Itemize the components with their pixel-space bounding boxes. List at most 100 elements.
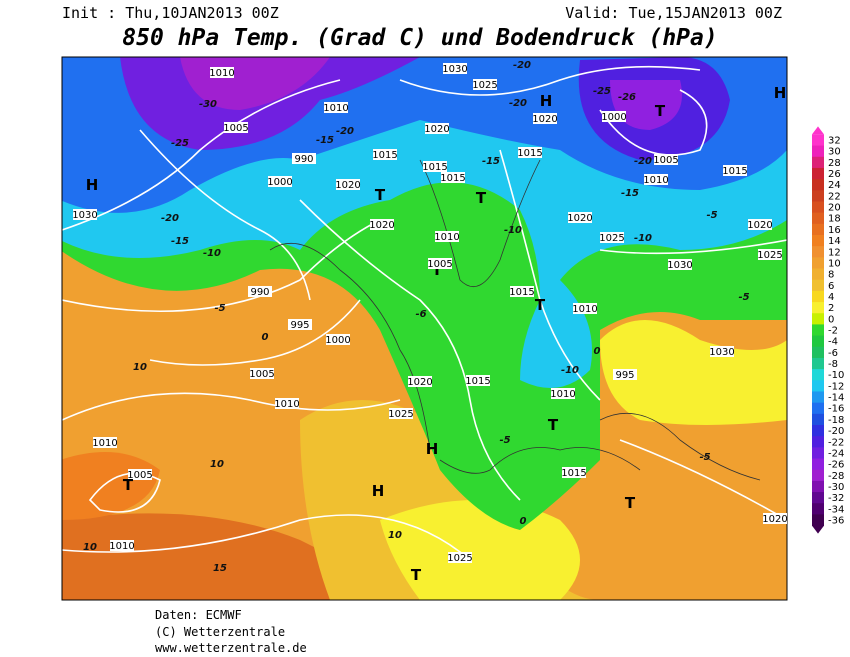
colorbar-label: 6 [828, 281, 834, 292]
isobar-label: 995 [290, 320, 309, 331]
isotherm-label: -20 [336, 126, 354, 137]
isobar-label-box [644, 174, 668, 185]
isobar-label: 1015 [372, 150, 397, 161]
colorbar-swatch [812, 246, 824, 258]
isobar-label: 1005 [223, 123, 248, 134]
colorbar-label: -24 [828, 448, 844, 459]
colorbar-label: -2 [828, 326, 838, 337]
colorbar-label: -18 [828, 415, 844, 426]
url-text: www.wetterzentrale.de [155, 641, 307, 655]
isobar-label-box [423, 161, 447, 172]
isobar-label: 1005 [653, 155, 678, 166]
colorbar-label: -26 [828, 460, 844, 471]
isobar-label: 1020 [762, 514, 787, 525]
colorbar: 32302826242220181614121086420-2-4-6-8-10… [812, 126, 844, 534]
isobar-label: 1005 [427, 259, 452, 270]
isobar-label-box [654, 154, 678, 165]
colorbar-swatch [812, 402, 824, 415]
colorbar-label: 4 [828, 292, 834, 303]
isobar-label-box [428, 258, 452, 269]
isobar-label-box [466, 375, 490, 386]
isobar-label-box [602, 111, 626, 122]
isobar-label: 1000 [601, 112, 626, 123]
colorbar-swatch [812, 425, 824, 437]
isobar-label-box [568, 212, 592, 223]
isobar-label-box [562, 467, 586, 478]
isotherm-label: -15 [482, 156, 500, 167]
isotherm-label: -5 [214, 303, 225, 314]
colorbar-swatch [812, 134, 824, 147]
isobar-label: 1000 [325, 335, 350, 346]
isotherm-label: -10 [561, 365, 579, 376]
colorbar-swatch [812, 369, 824, 381]
colorbar-label: 16 [828, 225, 841, 236]
colorbar-label: -10 [828, 370, 844, 381]
isobar-label-box [224, 122, 248, 133]
isobar-label-box [324, 102, 348, 113]
isotherm-label: -10 [634, 233, 652, 244]
isobar-label-box [448, 552, 472, 563]
colorbar-label: -20 [828, 426, 844, 437]
colorbar-label: 22 [828, 191, 841, 202]
colorbar-label: -22 [828, 437, 844, 448]
pressure-center: T [476, 189, 487, 207]
isobar-label-box [763, 513, 787, 524]
colorbar-swatch [812, 458, 824, 471]
isobar-label-box [250, 368, 274, 379]
isobar-label-box [518, 147, 542, 158]
isobar-label-box [336, 179, 360, 190]
isotherm-label: -10 [203, 248, 221, 259]
isobar-label: 1025 [599, 233, 624, 244]
isobar-label-box [275, 398, 299, 409]
colorbar-label: 28 [828, 158, 841, 169]
colorbar-label: -12 [828, 381, 844, 392]
colorbar-swatch [812, 145, 824, 158]
colorbar-label: 30 [828, 147, 841, 158]
isobar-label-box [510, 286, 534, 297]
isobar-label: 1020 [369, 220, 394, 231]
isobar-label-box [288, 319, 312, 330]
isobar-label-box [268, 176, 292, 187]
isobar-label: 1020 [567, 213, 592, 224]
isobar-label: 1000 [267, 177, 292, 188]
colorbar-swatch [812, 257, 824, 270]
colorbar-tip [812, 525, 824, 534]
colorbar-swatch [812, 503, 824, 515]
source-text: Daten: ECMWF [155, 608, 242, 622]
isotherm-label: -5 [738, 292, 749, 303]
colorbar-swatch [812, 268, 824, 281]
isobar-label: 1010 [92, 438, 117, 449]
isobar-label: 1015 [422, 162, 447, 173]
isobar-label-box [373, 149, 397, 160]
isobar-label: 1015 [465, 376, 490, 387]
isobar-label: 990 [294, 154, 313, 165]
isobar-label: 1020 [424, 124, 449, 135]
colorbar-label: -36 [828, 516, 844, 527]
colorbar-swatch [812, 514, 824, 527]
isobar-label: 1025 [388, 409, 413, 420]
isobar-label: 1010 [209, 68, 234, 79]
colorbar-label: 14 [828, 236, 841, 247]
colorbar-swatch [812, 413, 824, 426]
pressure-center: T [548, 416, 559, 434]
isotherm-label: -5 [499, 435, 510, 446]
isotherm-label: 10 [388, 530, 402, 541]
colorbar-label: -8 [828, 359, 838, 370]
pressure-center: T [123, 476, 134, 494]
colorbar-label: 26 [828, 169, 841, 180]
map-frame [61, 56, 788, 601]
isobar-label-box [613, 369, 637, 380]
isobar-label: 1030 [709, 347, 734, 358]
isobar-label-box [248, 286, 272, 297]
isobar-label-box [425, 123, 449, 134]
isobar-label-box [441, 172, 465, 183]
isobar-label: 1030 [667, 260, 692, 271]
isobar-label: 1030 [442, 64, 467, 75]
colorbar-swatch [812, 201, 824, 214]
pressure-center: T [655, 102, 666, 120]
colorbar-swatch [812, 290, 824, 303]
isobar-label: 1025 [757, 250, 782, 261]
colorbar-label: 18 [828, 214, 841, 225]
isobar-label: 1020 [335, 180, 360, 191]
